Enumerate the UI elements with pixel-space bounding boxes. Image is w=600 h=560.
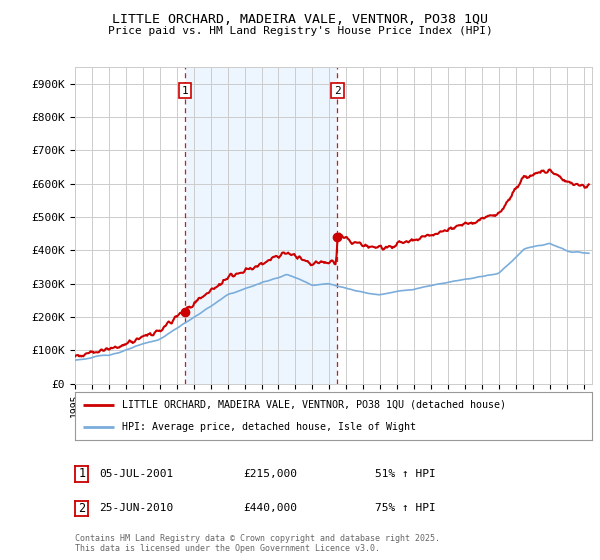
Text: 25-JUN-2010: 25-JUN-2010: [99, 503, 173, 514]
Text: Contains HM Land Registry data © Crown copyright and database right 2025.
This d: Contains HM Land Registry data © Crown c…: [75, 534, 440, 553]
Text: Price paid vs. HM Land Registry's House Price Index (HPI): Price paid vs. HM Land Registry's House …: [107, 26, 493, 36]
Text: £440,000: £440,000: [243, 503, 297, 514]
Text: 51% ↑ HPI: 51% ↑ HPI: [375, 469, 436, 479]
Text: 75% ↑ HPI: 75% ↑ HPI: [375, 503, 436, 514]
Text: LITTLE ORCHARD, MADEIRA VALE, VENTNOR, PO38 1QU: LITTLE ORCHARD, MADEIRA VALE, VENTNOR, P…: [112, 13, 488, 26]
Text: 1: 1: [182, 86, 188, 96]
Text: 05-JUL-2001: 05-JUL-2001: [99, 469, 173, 479]
Text: 2: 2: [78, 502, 85, 515]
Text: LITTLE ORCHARD, MADEIRA VALE, VENTNOR, PO38 1QU (detached house): LITTLE ORCHARD, MADEIRA VALE, VENTNOR, P…: [122, 400, 506, 410]
Text: HPI: Average price, detached house, Isle of Wight: HPI: Average price, detached house, Isle…: [122, 422, 416, 432]
Text: 2: 2: [334, 86, 341, 96]
Text: £215,000: £215,000: [243, 469, 297, 479]
Text: 1: 1: [78, 467, 85, 480]
